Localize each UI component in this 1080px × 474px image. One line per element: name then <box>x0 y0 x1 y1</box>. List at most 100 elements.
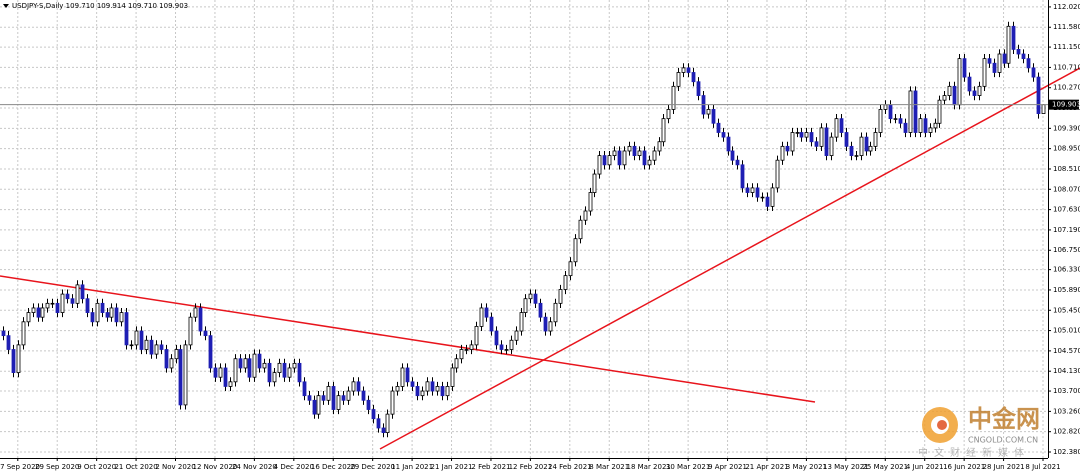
candle-body <box>435 386 440 392</box>
candle-body <box>60 293 65 313</box>
menu-icon <box>3 4 9 8</box>
y-tick-label: 103.700 <box>1053 387 1080 395</box>
y-axis-labels: 112.020111.580111.150110.710110.270109.8… <box>1048 3 1080 456</box>
candle-body <box>1 330 6 337</box>
candle-body <box>1006 25 1011 64</box>
candle-body <box>834 118 839 138</box>
candle-body <box>425 381 430 392</box>
candle-body <box>740 164 745 189</box>
candle-body <box>602 155 607 166</box>
y-tick-label: 105.450 <box>1053 306 1080 314</box>
candle-body <box>627 145 632 152</box>
x-tick-label: 29 Sep 2020 <box>35 463 79 471</box>
x-tick-label: 29 Dec 2020 <box>350 463 395 471</box>
candle-body <box>316 395 321 415</box>
candle-body <box>85 298 90 313</box>
candle-body <box>454 358 459 369</box>
candle-body <box>696 81 701 96</box>
candle-body <box>1002 53 1007 64</box>
candle-body <box>272 372 277 383</box>
trend-line <box>379 67 1080 450</box>
candle-body <box>691 72 696 83</box>
candle-body <box>21 321 26 346</box>
y-tick-label: 110.710 <box>1053 63 1080 71</box>
candle-body <box>356 381 361 392</box>
candle-body <box>622 150 627 166</box>
watermark: 中金网 CNGOLD.COM.CN 中文财经新媒体 <box>918 405 1040 459</box>
candle-body <box>962 58 967 78</box>
candle-body <box>819 127 824 147</box>
candle-body <box>70 298 75 304</box>
x-tick-label: 11 Jan 2021 <box>391 463 433 471</box>
candle-body <box>987 58 992 64</box>
candle-body <box>341 395 346 401</box>
candle-body <box>282 362 287 378</box>
candle-body <box>923 118 928 133</box>
candle-body <box>849 145 854 156</box>
candle-body <box>469 344 474 350</box>
candle-body <box>578 219 583 240</box>
candle-body <box>937 99 942 124</box>
y-tick-label: 104.130 <box>1053 367 1080 375</box>
candle-body <box>45 302 50 309</box>
last-price-box <box>1049 99 1079 110</box>
candle-body <box>371 409 376 420</box>
candle-body <box>765 196 770 207</box>
candle-body <box>908 90 913 133</box>
candle-body <box>183 344 188 406</box>
candle-body <box>607 155 612 166</box>
candle-body <box>287 367 292 378</box>
candle-body <box>632 145 637 156</box>
candle-body <box>119 312 124 323</box>
candle-body <box>75 284 80 304</box>
candle-body <box>198 307 203 332</box>
x-tick-label: 13 May 2021 <box>823 463 869 471</box>
candle-body <box>878 109 883 133</box>
candle-body <box>395 386 400 392</box>
x-tick-label: 24 Nov 2020 <box>232 463 277 471</box>
candle-body <box>474 326 479 346</box>
candle-body <box>292 362 297 369</box>
candle-body <box>553 302 558 323</box>
candle-body <box>750 187 755 193</box>
candle-body <box>228 381 233 387</box>
x-tick-label: 24 Feb 2021 <box>548 463 592 471</box>
candle-body <box>238 358 243 369</box>
x-tick-label: 28 Jun 2021 <box>983 463 1025 471</box>
candle-body <box>169 358 174 369</box>
x-tick-label: 12 Nov 2020 <box>193 463 238 471</box>
candle-body <box>420 390 425 397</box>
candle-body <box>548 321 553 332</box>
x-tick-label: 21 Jan 2021 <box>431 463 473 471</box>
candle-body <box>400 367 405 387</box>
x-tick-label: 2 Feb 2021 <box>471 463 510 471</box>
x-tick-label: 25 May 2021 <box>862 463 908 471</box>
watermark-brand: 中金网 <box>968 405 1040 433</box>
candle-body <box>124 312 129 346</box>
candle-body <box>208 335 213 369</box>
candle-body <box>277 362 282 373</box>
x-tick-label: 17 Sep 2020 <box>0 463 40 471</box>
candle-body <box>726 136 731 152</box>
candle-body <box>721 132 726 138</box>
x-tick-label: 8 Mar 2021 <box>589 463 629 471</box>
candle-body <box>947 85 952 96</box>
candle-body <box>661 118 666 143</box>
candle-body <box>376 418 381 429</box>
candle-body <box>445 386 450 397</box>
y-tick-label: 106.330 <box>1053 266 1080 274</box>
candle-body <box>686 67 691 73</box>
candle-body <box>573 238 578 263</box>
candle-body <box>164 349 169 369</box>
candle-body <box>528 293 533 300</box>
candle-body <box>992 62 997 73</box>
candle-body <box>918 118 923 133</box>
candle-body <box>873 132 878 147</box>
candle-body <box>1031 67 1036 78</box>
y-tick-label: 107.190 <box>1053 226 1080 234</box>
candle-body <box>331 386 336 410</box>
candles <box>1 21 1046 438</box>
candle-body <box>479 307 484 327</box>
candle-body <box>6 335 11 350</box>
y-tick-label: 106.750 <box>1053 246 1080 254</box>
